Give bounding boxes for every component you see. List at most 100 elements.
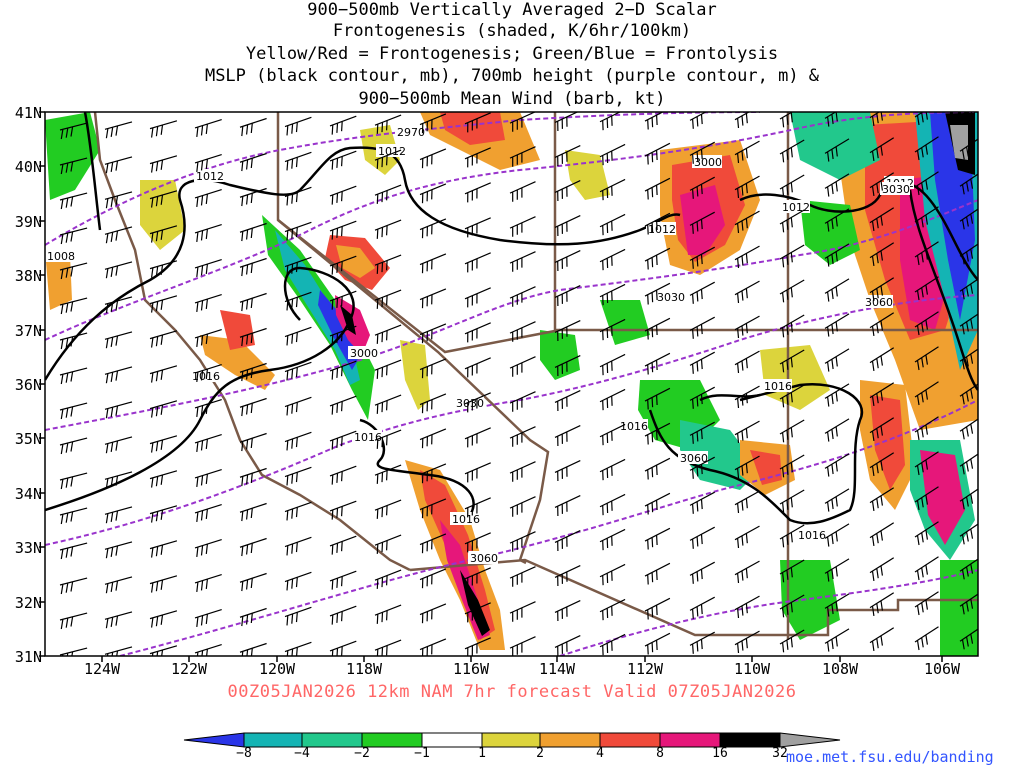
wind-barb [554,285,581,307]
wind-barb [284,431,312,451]
wind-barb [329,325,357,345]
wind-barb [734,385,760,409]
wind-barb [959,383,978,405]
wind-barb [419,603,447,624]
wind-barb [194,574,222,592]
wind-barb [824,558,850,582]
wind-barb [464,567,491,588]
wind-barb [149,365,178,383]
wind-barb [554,565,581,587]
wind-barb [734,455,760,479]
wind-barb [554,145,581,167]
wind-barb [239,292,267,312]
wind-barb [374,569,402,589]
mslp-label: 1016 [764,380,792,393]
wind-barb [419,113,447,134]
wind-barb [734,490,760,514]
wind-barb [644,212,671,235]
wind-barb [329,115,357,135]
wind-barb [104,471,133,489]
wind-barb [104,506,133,524]
wind-barb [824,173,850,197]
wind-barb [689,631,715,654]
wind-barb [734,525,760,549]
wind-barb [779,559,805,583]
wind-barb [869,112,883,126]
wind-barb [464,427,491,448]
wind-barb [734,245,760,269]
wind-barb [194,329,222,347]
wind-barb [419,183,447,204]
wind-barb [104,121,133,139]
wind-barb [419,638,447,656]
wind-barb [59,157,88,175]
wind-barb [914,451,939,476]
wind-barb [149,470,178,488]
wind-barb [689,421,715,444]
wind-barb [734,560,760,584]
wind-barb [239,117,267,137]
wind-barb [644,352,671,375]
height-label: 3000 [350,347,378,360]
wind-barb [104,191,133,209]
wind-barb [194,259,222,277]
wind-barb [644,177,671,200]
wind-barb [689,112,707,129]
wind-barb [329,255,357,275]
lat-label-37n: 37N [14,322,42,340]
wind-barb [284,571,312,591]
colorbar-label: 1 [478,746,486,761]
wind-barb [239,257,267,277]
wind-barb [509,286,536,307]
wind-barb [374,324,402,344]
wind-barb [374,289,402,309]
wind-barb [239,537,267,557]
wind-barb [239,327,267,347]
wind-barb [239,502,267,522]
lon-label-106w: 106W [923,660,961,678]
colorbar-label: −8 [236,746,252,761]
source-credit: moe.met.fsu.edu/banding [786,748,994,766]
wind-barb [509,391,536,412]
wind-barb [149,645,178,656]
wind-barb [59,472,88,490]
height-label: 3000 [694,156,722,169]
wind-barb [779,349,805,373]
mslp-label: 1012 [648,223,676,236]
lon-label-122w: 122W [170,660,208,678]
wind-barb [59,122,88,140]
wind-barb [509,566,536,587]
wind-barb [914,626,939,651]
wind-barb [959,593,978,615]
wind-barb [284,221,312,241]
wind-barb [644,112,665,130]
wind-barb [329,430,357,450]
wind-barb [464,252,491,273]
wind-barb [149,400,178,418]
height-label: 3060 [470,552,498,565]
wind-barb [59,227,88,245]
lat-label-35n: 35N [14,430,42,448]
colorbar-label: −1 [414,746,430,761]
wind-barb [644,247,671,270]
wind-barb [959,243,978,265]
wind-barb [419,358,447,379]
wind-barb [824,313,850,337]
wind-barb [779,489,805,513]
wind-barb [689,176,715,199]
wind-barb [689,456,715,479]
wind-barb [374,219,402,239]
wind-barb [914,486,939,511]
wind-barb [239,642,267,656]
wind-barb [59,262,88,280]
lat-label-31n: 31N [14,648,42,666]
wind-barb [149,120,178,138]
wind-barb [104,541,133,559]
wind-barb [599,528,626,551]
wind-barb [509,356,536,377]
wind-barb [554,390,581,412]
wind-barb [914,381,939,406]
wind-barb [689,316,715,339]
wind-barb [869,592,895,616]
